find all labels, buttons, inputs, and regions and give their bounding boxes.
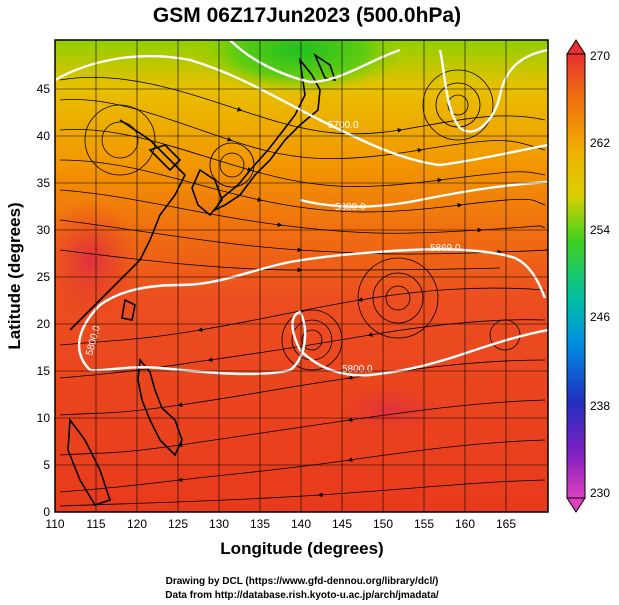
x-tick-labels: 110 115 120 125 130 135 140 145 150 155 …	[45, 517, 516, 531]
gridlines	[55, 40, 548, 512]
x-tick-label: 145	[332, 517, 352, 531]
x-tick-label: 150	[373, 517, 393, 531]
korea-coast	[191, 168, 223, 217]
x-tick-label: 120	[127, 517, 147, 531]
x-tick-label: 110	[45, 517, 64, 531]
contour-5700	[55, 54, 548, 167]
x-tick-label: 160	[455, 517, 475, 531]
contour-5800-south	[89, 310, 548, 377]
colorbar-tick: 230	[590, 486, 610, 500]
x-tick-label: 140	[291, 517, 311, 531]
contour-5700-east	[438, 48, 548, 133]
y-axis-title: Latitude (degrees)	[5, 202, 24, 349]
y-tick-label: 20	[37, 317, 51, 331]
x-tick-label: 115	[86, 517, 105, 531]
colorbar-scale	[566, 53, 586, 499]
y-tick-label: 30	[37, 223, 51, 237]
colorbar-bottom-arrow	[566, 497, 586, 513]
shandong-coast	[148, 144, 182, 172]
colorbar-tick: 270	[590, 49, 610, 63]
y-tick-labels: 0 5 10 15 20 25 30 35 40 45	[37, 82, 51, 519]
warm-region-south	[330, 380, 450, 440]
x-tick-label: 165	[496, 517, 516, 531]
credit-data: Data from http://database.rish.kyoto-u.a…	[165, 590, 439, 601]
x-tick-label: 130	[209, 517, 229, 531]
colorbar-tick: 238	[590, 399, 610, 413]
colorbar-tick: 262	[590, 136, 610, 150]
contour-label-5700: 5700.0	[328, 120, 359, 131]
y-tick-label: 15	[37, 364, 51, 378]
plot-area: 5700.0 5800.0 5869.0 5800.0 5800.0	[55, 40, 548, 512]
colorbar-top-arrow	[566, 39, 586, 55]
taiwan-coast	[121, 298, 136, 321]
china-coast	[69, 119, 186, 331]
colorbar-tick: 254	[590, 223, 610, 237]
colorbar: 270 262 254 246 238 230	[566, 39, 610, 513]
contour-label-5800: 5800.0	[335, 202, 366, 213]
plot-frame	[54, 39, 549, 513]
y-tick-label: 40	[37, 129, 51, 143]
x-tick-label: 125	[168, 517, 188, 531]
y-tick-label: 45	[37, 82, 51, 96]
hokkaido-coast	[313, 52, 337, 82]
x-axis-title: Longitude (degrees)	[220, 539, 383, 558]
streamlines	[59, 69, 548, 507]
borneo-coast	[67, 417, 112, 506]
philippines-coast	[137, 358, 183, 457]
map-title: GSM 06Z17Jun2023 (500.0hPa)	[153, 4, 461, 27]
y-tick-label: 35	[37, 176, 51, 190]
contour-label-5869: 5869.0	[430, 243, 461, 254]
contour-label-5800-south: 5800.0	[342, 364, 373, 375]
contour-5700-north	[229, 40, 401, 84]
y-tick-label: 25	[37, 270, 51, 284]
y-tick-label: 0	[43, 505, 50, 519]
x-tick-label: 155	[414, 517, 434, 531]
colorbar-tick: 246	[590, 310, 610, 324]
credit-drawing: Drawing by DCL (https://www.gfd-dennou.o…	[166, 576, 439, 587]
y-tick-label: 5	[43, 458, 50, 472]
contour-5869	[77, 248, 547, 371]
x-tick-label: 135	[250, 517, 270, 531]
y-tick-label: 10	[37, 411, 51, 425]
